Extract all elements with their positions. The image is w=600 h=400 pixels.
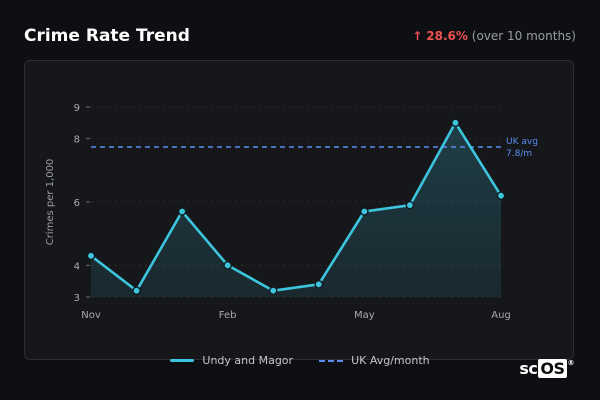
y-tick-label: 4 xyxy=(74,261,80,272)
legend: Undy and Magor UK Avg/month xyxy=(0,354,600,367)
uk-avg-value-label: 7.8/m xyxy=(506,149,532,159)
data-point[interactable] xyxy=(132,286,141,295)
page-title: Crime Rate Trend xyxy=(24,26,190,46)
series-area xyxy=(91,122,501,297)
y-tick-label: 6 xyxy=(74,198,80,209)
data-point[interactable] xyxy=(268,286,278,295)
change-note: (over 10 months) xyxy=(471,29,576,43)
data-point[interactable] xyxy=(405,200,415,210)
y-tick-label: 8 xyxy=(74,135,80,146)
y-tick-label: 9 xyxy=(74,103,80,114)
legend-avg-swatch xyxy=(319,359,344,362)
legend-item-avg[interactable]: UK Avg/month xyxy=(319,354,430,367)
y-tick-label: 3 xyxy=(74,293,80,304)
x-tick-label: Aug xyxy=(491,310,511,321)
data-point[interactable] xyxy=(223,261,232,270)
data-point[interactable] xyxy=(496,191,506,200)
data-point[interactable] xyxy=(360,207,369,216)
x-tick-label: Feb xyxy=(219,310,237,321)
legend-series-swatch xyxy=(170,359,195,362)
trend-up-icon: ↑ xyxy=(412,29,423,43)
legend-series-label: Undy and Magor xyxy=(202,354,294,367)
legend-item-series[interactable]: Undy and Magor xyxy=(170,354,293,367)
data-point[interactable] xyxy=(86,251,96,261)
data-point[interactable] xyxy=(451,118,460,128)
brand-logo: sc OS ® xyxy=(519,359,574,378)
change-indicator: ↑ 28.6% (over 10 months) xyxy=(412,29,576,43)
y-axis-label: Crimes per 1,000 xyxy=(45,159,56,246)
legend-avg-label: UK Avg/month xyxy=(351,354,430,367)
data-point[interactable] xyxy=(314,280,324,289)
data-point[interactable] xyxy=(177,207,187,216)
x-tick-label: May xyxy=(354,310,375,321)
uk-avg-label: UK avg xyxy=(506,137,538,147)
change-percent: 28.6% xyxy=(426,29,468,43)
x-tick-label: Nov xyxy=(81,310,101,321)
series-line xyxy=(90,121,503,292)
